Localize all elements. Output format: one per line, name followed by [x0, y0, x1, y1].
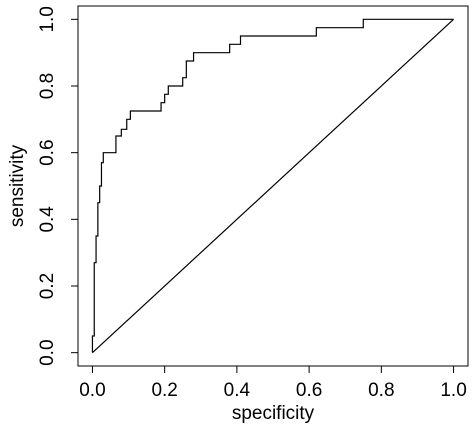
x-tick-label: 0.6 — [296, 380, 322, 401]
y-axis-label: sensitivity — [7, 144, 28, 227]
curve — [92, 18, 454, 354]
y-tick-label: 0.8 — [37, 73, 58, 99]
x-tick-label: 0.4 — [224, 380, 251, 401]
curve — [91, 18, 454, 353]
x-axis-label: specificity — [232, 403, 315, 424]
y-tick-label: 0.2 — [37, 273, 58, 299]
y-tick-label: 0.6 — [37, 139, 58, 165]
x-tick-label: 0.0 — [79, 380, 105, 401]
y-tick-label: 0.0 — [37, 339, 58, 365]
x-tick-label: 0.2 — [151, 380, 177, 401]
x-tick-label: 1.0 — [440, 380, 466, 401]
x-tick-label: 0.8 — [368, 380, 394, 401]
y-tick-label: 0.4 — [37, 206, 58, 233]
y-tick-label: 1.0 — [37, 6, 58, 32]
